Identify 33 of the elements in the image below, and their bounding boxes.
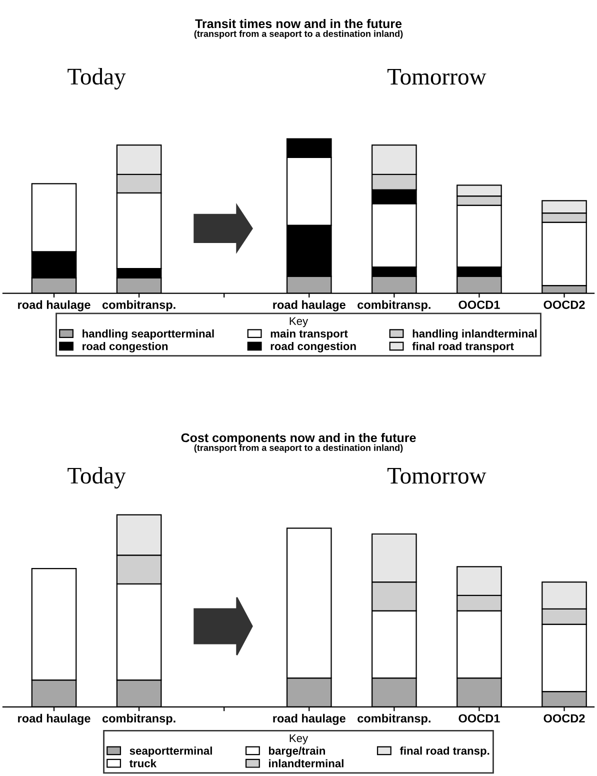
text: Today — [68, 68, 126, 90]
legend-label: final road transp. — [400, 746, 490, 757]
chart-title: Cost components now and in the future — [181, 432, 416, 445]
legend-label: road congestion — [82, 342, 168, 352]
legend-label: handling inlandterminal — [412, 329, 537, 340]
x-tick-label: combitransp. — [102, 714, 176, 725]
legend-label: road congestion — [270, 342, 356, 352]
x-tick-label: OOCD2 — [544, 714, 585, 723]
x-tick-label: combitransp. — [358, 300, 430, 312]
chart-subtitle: (transport from a seaport to a destination inland) — [194, 444, 403, 453]
chart-subtitle: (transport from a seaport to a destination inland) — [194, 30, 403, 39]
x-tick-label: OOCD1 — [458, 714, 500, 723]
legend-label: barge/train — [268, 746, 325, 757]
x-tick-label: road haulage — [273, 714, 346, 725]
legend-label: inlandterminal — [269, 759, 344, 768]
legend-label: main transport — [270, 329, 348, 340]
x-tick-label: road haulage — [273, 300, 346, 312]
x-tick-label: combitransp. — [102, 300, 176, 312]
x-tick-label: OOCD1 — [458, 300, 500, 309]
legend-label: seaportterminal — [130, 746, 212, 757]
text: Tomorrow — [387, 68, 486, 85]
text: Today — [68, 467, 126, 489]
x-tick-label: OOCD2 — [544, 300, 585, 309]
x-tick-label: combitransp. — [358, 714, 430, 725]
chart-title: Transit times now and in the future — [195, 18, 402, 28]
legend-label: handling seaportterminal — [82, 329, 214, 340]
legend-title: Key — [290, 317, 308, 328]
legend-label: truck — [129, 759, 157, 768]
x-tick-label: road haulage — [18, 714, 90, 725]
text: Tomorrow — [387, 468, 486, 484]
legend-label: final road transport — [412, 342, 514, 352]
x-tick-label: road haulage — [18, 300, 90, 312]
legend-title: Key — [290, 734, 308, 744]
